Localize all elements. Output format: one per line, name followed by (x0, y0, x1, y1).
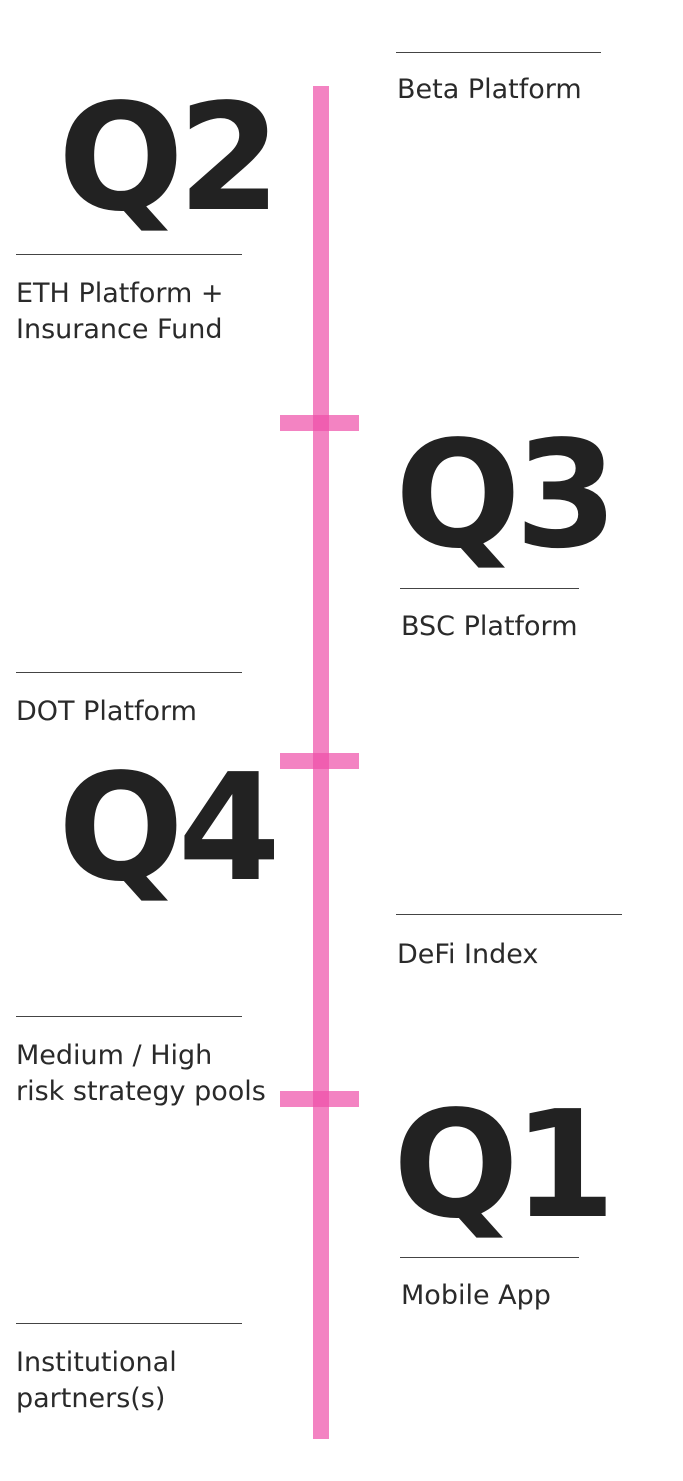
divider-beta-platform (396, 52, 601, 53)
milestone-mobile-app: Mobile App (401, 1280, 551, 1311)
divider-defi-index (396, 914, 622, 915)
divider-mobile-app (400, 1257, 579, 1258)
quarter-label-q3: Q3 (395, 409, 618, 581)
milestone-eth-platform: ETH Platform + Insurance Fund (16, 278, 224, 345)
milestone-institutional: Institutional partners(s) (16, 1347, 177, 1414)
divider-bsc-platform (400, 588, 579, 589)
milestone-beta-platform: Beta Platform (397, 74, 582, 105)
quarter-label-q1: Q1 (393, 1079, 616, 1251)
divider-institutional (16, 1323, 242, 1324)
milestone-risk-pools: Medium / High risk strategy pools (16, 1040, 266, 1107)
timeline-tick-q4 (280, 753, 359, 769)
timeline-tick-q1 (280, 1091, 359, 1107)
divider-eth-platform (16, 254, 242, 255)
divider-risk-pools (16, 1016, 242, 1017)
milestone-bsc-platform: BSC Platform (401, 611, 578, 642)
milestone-defi-index: DeFi Index (397, 939, 539, 970)
quarter-label-q2: Q2 (58, 72, 281, 244)
divider-dot-platform (16, 672, 242, 673)
quarter-label-q4: Q4 (58, 742, 281, 914)
timeline-tick-q3 (280, 415, 359, 431)
milestone-dot-platform: DOT Platform (16, 696, 197, 727)
